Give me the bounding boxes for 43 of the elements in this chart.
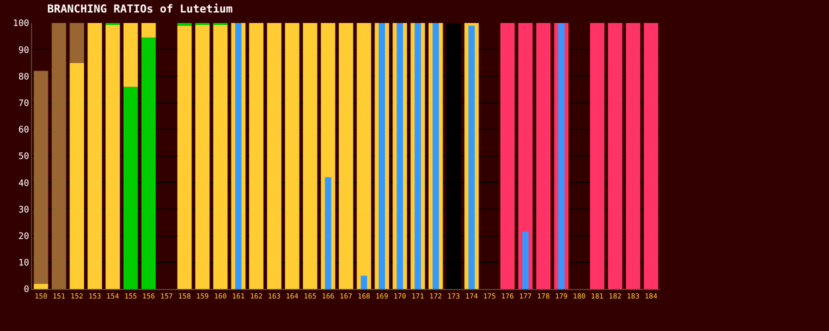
bar xyxy=(360,276,368,289)
y-tick-label: 70 xyxy=(18,98,30,109)
y-tick-label: 0 xyxy=(24,285,30,296)
bar xyxy=(590,23,604,289)
y-tick-label: 60 xyxy=(18,126,30,136)
bar xyxy=(626,23,640,289)
bar xyxy=(141,38,156,289)
y-tick-label: 80 xyxy=(18,72,30,82)
y-tick-label: 20 xyxy=(18,232,30,242)
bar xyxy=(267,23,282,289)
y-tick-label: 50 xyxy=(18,152,30,162)
y-tick-label: 30 xyxy=(18,205,30,216)
bar xyxy=(88,23,102,289)
bar xyxy=(284,23,300,289)
y-tick-label: 100 xyxy=(12,19,30,30)
bar xyxy=(34,70,48,284)
bar xyxy=(124,86,138,289)
bar xyxy=(608,23,622,289)
y-tick-label: 40 xyxy=(18,178,30,189)
y-tick-label: 10 xyxy=(18,258,30,269)
bar xyxy=(644,23,658,289)
bar xyxy=(52,23,66,289)
bar xyxy=(70,62,84,289)
bar xyxy=(213,24,228,289)
bar xyxy=(195,24,210,289)
bar xyxy=(70,23,84,63)
bar xyxy=(522,232,529,289)
bar xyxy=(302,23,318,289)
bar xyxy=(338,23,354,289)
bar xyxy=(177,23,192,26)
chart-title: BRANCHING RATIOs of Lutetium xyxy=(47,2,234,16)
bar xyxy=(500,23,515,289)
bar xyxy=(124,23,138,87)
bar xyxy=(518,23,533,289)
bar xyxy=(34,284,48,289)
bar xyxy=(249,23,264,289)
bar xyxy=(177,26,192,289)
bar xyxy=(106,24,120,289)
y-tick-label: 90 xyxy=(18,46,30,56)
bar xyxy=(356,23,372,289)
bar xyxy=(536,23,551,289)
bar xyxy=(324,177,332,289)
bar xyxy=(141,23,156,38)
